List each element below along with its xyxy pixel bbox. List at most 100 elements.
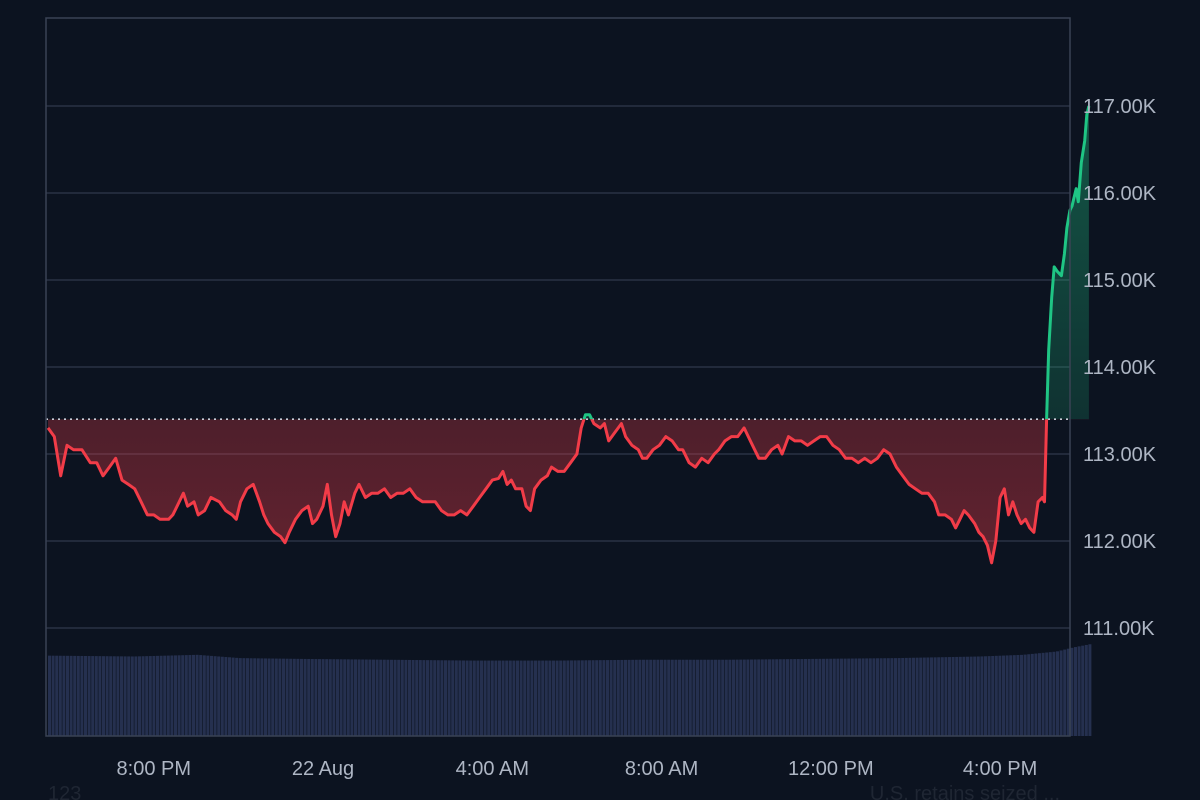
volume-bar [462,660,465,736]
footer-right-headline[interactable]: U.S. retains seized ... [870,783,1060,800]
volume-bar [753,659,757,736]
volume-bar [368,659,372,736]
volume-bar [674,659,678,736]
volume-bar [260,658,264,736]
volume-bar [1002,655,1005,736]
volume-bar [307,658,311,736]
volume-bar [505,660,509,736]
volume-bar [782,659,786,736]
volume-bar [300,658,303,736]
volume-bar [166,655,170,736]
volume-bar [696,659,699,736]
volume-bar [476,660,480,736]
volume-bar [264,658,267,736]
volume-bar [865,658,869,736]
volume-bar [789,659,793,736]
volume-bar [375,659,379,736]
volume-bar [814,658,818,736]
x-tick-label: 8:00 AM [625,758,698,780]
volume-bar [746,659,750,736]
volume-bar [130,656,134,736]
volume-bar [750,659,753,736]
volume-bar [958,656,962,736]
volume-bar [1034,653,1038,736]
volume-bar [382,659,386,736]
volume-bar [670,659,674,736]
volume-bar [944,657,948,736]
volume-bar [775,659,779,736]
volume-bar [235,657,239,736]
volume-bar [807,658,811,736]
volume-bar [735,659,739,736]
volume-bar [379,659,383,736]
volume-bar [444,660,447,736]
volume-bar [346,659,350,736]
volume-bar [728,659,732,736]
volume-bar [325,659,329,736]
volume-bar [426,660,429,736]
y-tick-label: 111.00K [1083,618,1155,640]
volume-bar [174,655,177,736]
volume-bar [1009,655,1013,736]
volume-bar [440,660,444,736]
volume-bar [296,658,300,736]
volume-bar [55,655,59,736]
volume-bars [48,644,1092,736]
volume-bar [512,660,516,736]
volume-bar [372,659,375,736]
volume-bar [436,660,440,736]
price-area [48,106,1089,563]
volume-bar [411,659,415,736]
volume-bar [274,658,278,736]
y-axis-tick-labels: 111.00K 112.00K 113.00K 114.00K 115.00K 116.0… [1083,96,1157,640]
volume-bar [897,658,901,736]
volume-bar [717,659,721,736]
volume-bar [580,660,584,736]
volume-bar [415,660,419,736]
volume-bar [868,658,872,736]
volume-bar [210,655,213,736]
volume-bar [573,660,577,736]
volume-bar [80,655,84,736]
volume-bar [278,658,282,736]
volume-bar [390,659,393,736]
volume-bar [591,660,595,736]
volume-bar [289,658,293,736]
volume-bar [951,656,955,736]
volume-bar [692,659,696,736]
volume-bar [825,658,829,736]
volume-bar [422,660,426,736]
volume-bar [526,660,530,736]
volume-bar [1016,655,1020,736]
volume-bar [966,656,969,736]
volume-bar [249,658,253,736]
volume-bar [840,658,843,736]
volume-bar [757,659,761,736]
volume-bar [544,660,548,736]
volume-bar [109,656,113,736]
volume-bar [973,656,977,736]
volume-bar [408,659,411,736]
volume-bar [559,660,563,736]
volume-bar [94,656,98,736]
volume-bar [537,660,541,736]
volume-bar [350,659,354,736]
volume-bar [220,656,224,736]
volume-bar [138,656,141,736]
y-tick-label: 117.00K [1083,96,1157,118]
volume-bar [195,654,199,736]
x-tick-label: 4:00 AM [456,758,529,780]
volume-bar [1052,651,1056,736]
volume-bar [454,660,458,736]
volume-bar [926,657,930,736]
volume-bar [73,655,77,736]
volume-bar [778,659,782,736]
volume-bar [451,660,455,736]
volume-bar [206,655,210,736]
x-tick-label: 12:00 PM [788,758,874,780]
volume-bar [811,658,815,736]
volume-bar [48,655,51,736]
volume-bar [152,655,156,736]
volume-bar [181,655,185,736]
